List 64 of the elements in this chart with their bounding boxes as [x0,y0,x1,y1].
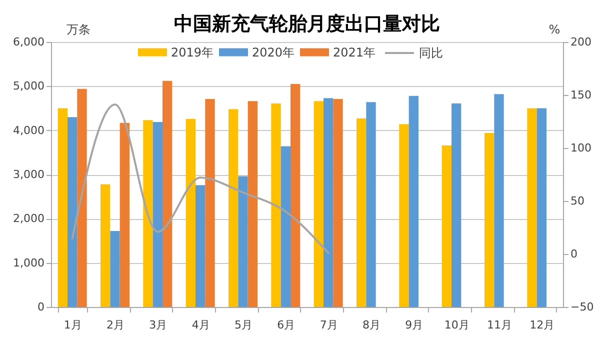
legend-label: 2021年 [333,45,376,60]
x-tick-label: 11月 [487,318,512,332]
bar [356,118,366,307]
x-tick-label: 7月 [320,318,338,332]
bar [228,109,238,307]
y-tick-label: 1,000 [13,256,44,270]
y-tick-label: 6,000 [13,36,44,48]
y2-tick-label: 50 [570,194,584,208]
y-tick-label: 2,000 [13,212,44,226]
y2-tick-label: −50 [570,300,594,314]
bar [290,84,300,307]
bar [271,103,281,307]
bar [408,96,418,307]
bar [248,101,258,307]
legend-label: 2019年 [171,45,214,60]
y-tick-label: 5,000 [13,80,44,93]
bar [143,120,153,307]
x-tick-label: 9月 [405,318,424,332]
x-tick-label: 12月 [530,318,555,332]
y2-tick-label: 200 [570,36,592,48]
bar [280,146,290,307]
bar [324,98,334,307]
line-series [71,104,330,254]
bar [110,231,120,307]
legend-label: 2020年 [252,45,295,60]
x-tick-label: 6月 [277,318,296,332]
bar [162,80,172,307]
chart-title: 中国新充气轮胎月度出口量对比 [174,13,440,35]
x-tick-label: 10月 [444,318,470,332]
bar [100,184,110,307]
y2-axis-title: % [548,22,560,36]
bar [314,101,324,307]
bar [152,122,162,307]
x-tick-label: 1月 [64,318,82,332]
x-tick-label: 8月 [362,318,380,332]
bar [238,176,248,307]
bar [120,122,130,307]
bar [68,117,78,307]
bar [196,185,206,307]
x-tick-label: 5月 [234,318,252,332]
bar [442,145,452,307]
bar [452,103,462,307]
bar [205,98,215,307]
bar [536,108,546,307]
bar [366,102,376,307]
bar [484,132,494,307]
bar [77,88,87,307]
y2-tick-label: 100 [570,142,592,154]
y-tick-label: 3,000 [13,168,44,181]
y2-tick-label: 0 [570,248,578,260]
x-tick-label: 2月 [106,318,124,332]
x-tick-label: 4月 [192,318,210,332]
y-tick-label: 0 [38,300,44,314]
bar [186,118,196,307]
bar [399,124,409,307]
x-tick-label: 3月 [149,318,168,332]
y-axis-title: 万条 [66,22,90,36]
bar [494,94,504,307]
legend-label: 同比 [419,46,443,60]
bar [527,108,537,307]
y2-tick-label: 150 [570,88,592,102]
y-tick-label: 4,000 [13,124,44,137]
bar [333,98,343,307]
bar [58,108,68,307]
